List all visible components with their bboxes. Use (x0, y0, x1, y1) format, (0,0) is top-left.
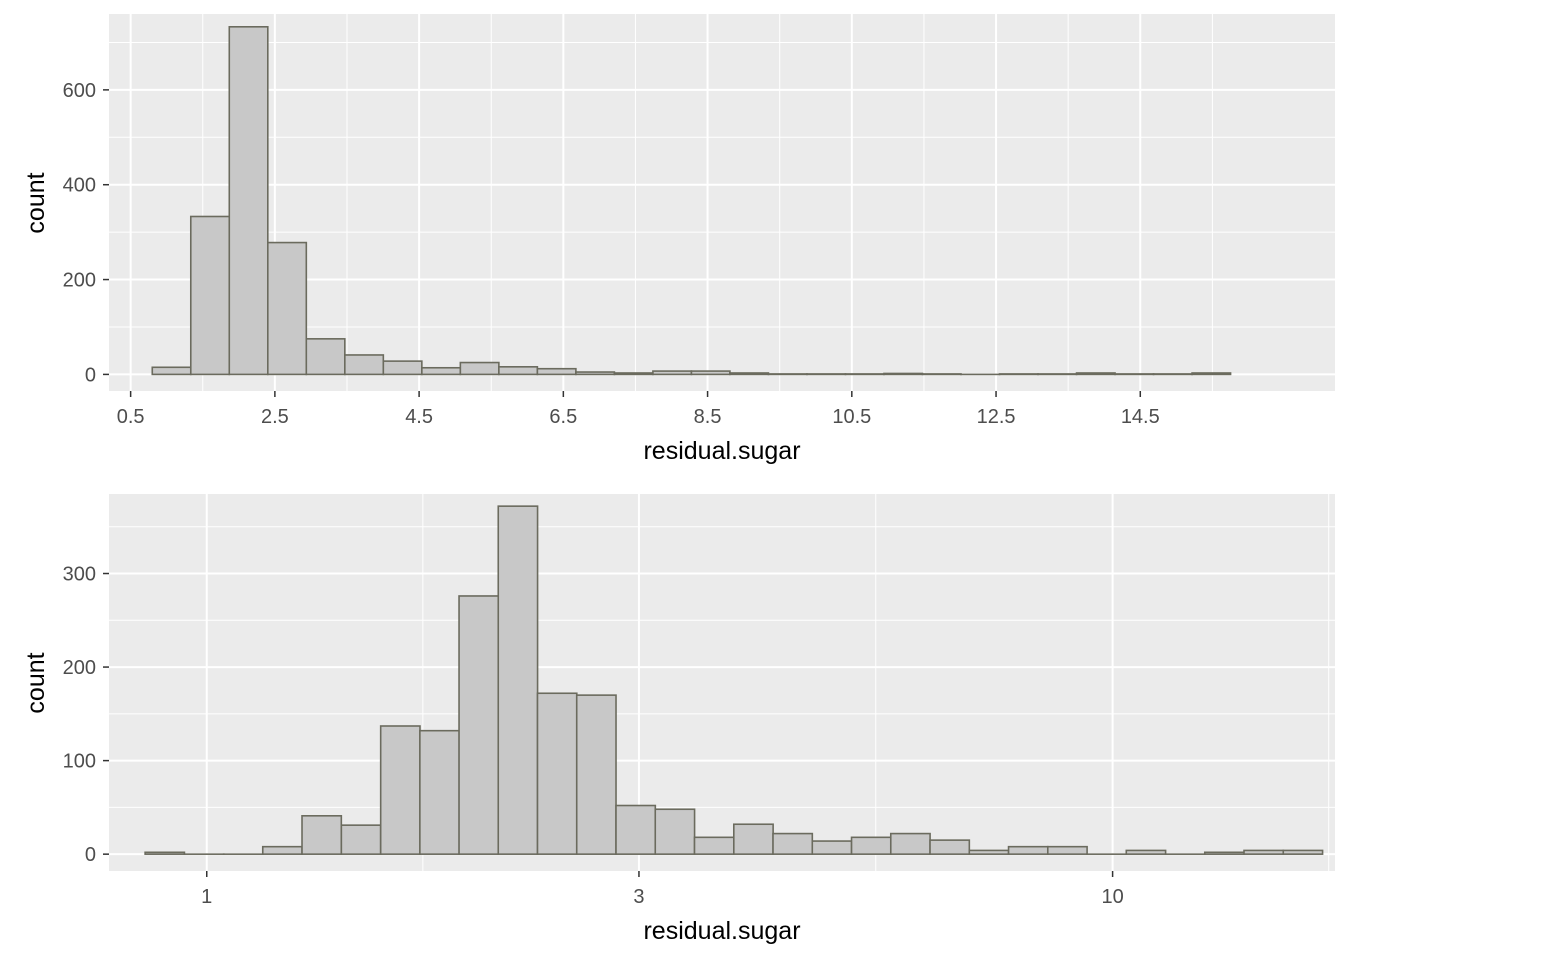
histogram-bar (344, 354, 385, 376)
x-tick-label: 3 (633, 886, 644, 908)
histogram-bar (421, 366, 462, 376)
histogram-bar (1203, 851, 1245, 855)
histogram-bar (652, 370, 693, 376)
histogram-bar (497, 505, 539, 855)
histogram-bar (189, 215, 231, 376)
histogram-bars (151, 26, 1232, 376)
x-tick-label: 14.5 (1121, 406, 1160, 428)
axis-ticks: 0 100 200 300 1 3 10 (63, 564, 1124, 908)
histogram-bar (929, 839, 971, 855)
histogram-bar (1125, 849, 1167, 855)
histogram-bar (382, 360, 423, 376)
y-tick-label: 200 (63, 657, 96, 679)
x-tick-label: 10.5 (832, 406, 871, 428)
histogram-bar (301, 815, 343, 855)
histogram-bar (690, 370, 731, 376)
histogram-bar (419, 729, 460, 855)
histogram-bar (575, 694, 617, 855)
plot-panel-background (109, 494, 1335, 871)
histogram-bar (228, 26, 269, 376)
histogram-bar (536, 692, 578, 855)
histogram-bar (458, 595, 500, 855)
histogram-bar (729, 372, 770, 376)
histogram-bar (340, 824, 382, 855)
x-tick-label: 8.5 (694, 406, 722, 428)
histogram-bar (654, 808, 696, 855)
x-tick-label: 12.5 (977, 406, 1016, 428)
histogram-bar (968, 849, 1010, 855)
histogram-bar (1007, 845, 1049, 855)
y-axis-title: count (22, 652, 50, 713)
histogram-bar (498, 366, 539, 376)
histogram-bar (850, 836, 892, 855)
histogram-bar (151, 366, 192, 376)
y-tick-label: 600 (63, 80, 96, 102)
x-tick-label: 2.5 (261, 406, 289, 428)
histogram-linear-panel: 0 200 400 600 0.5 2.5 4.5 6.5 8.5 10.5 12.5 14.5 re… (22, 14, 1335, 465)
histogram-bar (144, 851, 186, 855)
histogram-bar (889, 832, 931, 855)
histogram-bar (615, 804, 657, 855)
y-tick-label: 300 (63, 564, 96, 586)
y-tick-label: 100 (63, 751, 96, 773)
histogram-bar (536, 367, 577, 376)
histogram-bars (144, 505, 1324, 855)
x-axis-title: residual.sugar (643, 437, 800, 465)
histogram-bar (693, 836, 735, 855)
axis-ticks: 0 200 400 600 0.5 2.5 4.5 6.5 8.5 10.5 12.5 14.5 (63, 80, 1160, 428)
histogram-log-panel: 0 100 200 300 1 3 10 residual.sugar count (22, 494, 1335, 945)
histogram-bar (883, 372, 924, 376)
plot-panel-background (109, 14, 1335, 391)
x-tick-label: 6.5 (549, 406, 577, 428)
histogram-bar (261, 845, 303, 855)
y-tick-label: 0 (85, 364, 96, 386)
gridlines (109, 494, 1335, 871)
x-tick-label: 10 (1101, 886, 1123, 908)
histogram-bar (305, 338, 346, 376)
histogram-bar (575, 371, 616, 376)
x-tick-label: 4.5 (405, 406, 433, 428)
histogram-bar (267, 241, 308, 376)
histogram-bar (811, 840, 853, 855)
histogram-bar (459, 361, 500, 376)
histogram-bar (1046, 845, 1088, 855)
y-axis-title: count (22, 172, 50, 233)
y-tick-label: 400 (63, 175, 96, 197)
histogram-bar (1243, 849, 1285, 855)
y-tick-label: 0 (85, 844, 96, 866)
histogram-bar (772, 832, 814, 855)
histogram-bar (379, 725, 421, 855)
x-tick-label: 1 (201, 886, 212, 908)
histogram-bar (1191, 372, 1232, 376)
x-tick-label: 0.5 (117, 406, 145, 428)
histogram-bar (1282, 849, 1324, 855)
y-tick-label: 200 (63, 270, 96, 292)
histogram-bar (1075, 372, 1116, 376)
histogram-bar (613, 372, 654, 376)
histogram-bar (733, 823, 774, 855)
gridlines (109, 14, 1335, 391)
x-axis-title: residual.sugar (643, 917, 800, 945)
